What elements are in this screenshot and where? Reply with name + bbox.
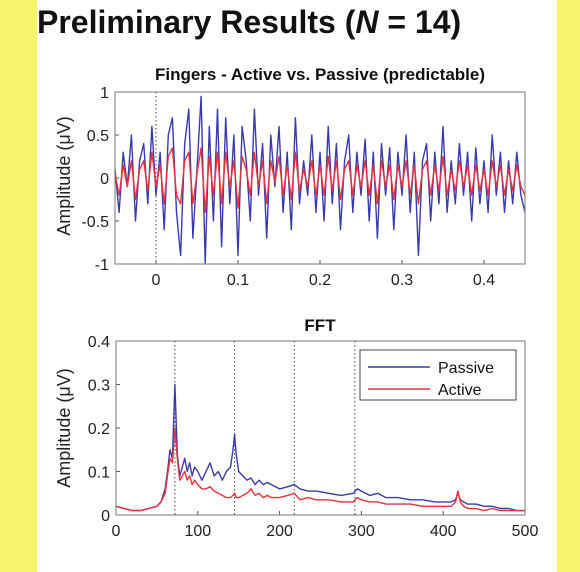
y-tick-label: -0.5: [81, 214, 109, 231]
time-chart-series: [114, 95, 526, 264]
passive-line: [115, 383, 525, 512]
x-tick-label: 0: [112, 523, 121, 540]
fft-chart-frame: [115, 340, 526, 516]
x-tick-label: 0: [152, 272, 161, 289]
fft-chart-reference-lines: [174, 341, 356, 515]
fft-chart-title: FFT: [304, 316, 336, 335]
fft-chart: FFT Amplitude (μV) 0 100 200 300 400 500 0 0.1…: [54, 316, 538, 540]
time-chart-frame: [114, 91, 526, 265]
fft-chart-ylabel: Amplitude (μV): [54, 368, 74, 487]
legend-label-passive: Passive: [438, 360, 494, 377]
y-tick-label: 0: [101, 508, 110, 525]
series-1-line: [114, 147, 526, 214]
active-line: [115, 427, 525, 512]
x-tick-label: 0.3: [391, 272, 413, 289]
y-tick-label: 1: [100, 85, 109, 102]
x-tick-label: 0.2: [309, 272, 331, 289]
time-chart-xticks: 0 0.1 0.2 0.3 0.4: [152, 260, 495, 289]
fft-chart-series: [115, 383, 525, 512]
slide-title: Preliminary Results (N = 14): [37, 4, 557, 41]
time-chart: Fingers - Active vs. Passive (predictabl…: [54, 65, 526, 289]
fft-chart-xticks: 0 100 200 300 400 500: [112, 511, 539, 540]
fft-legend-box: [359, 349, 517, 401]
y-tick-label: 0.2: [88, 421, 110, 438]
y-tick-label: 0.5: [87, 128, 109, 145]
time-chart-yticks: -1 -0.5 0 0.5 1: [81, 85, 119, 274]
y-tick-label: 0.3: [88, 378, 110, 395]
y-tick-label: 0: [100, 171, 109, 188]
series-0-line: [114, 95, 526, 264]
title-prefix: Preliminary Results (: [37, 4, 356, 40]
legend-label-active: Active: [438, 382, 482, 399]
x-tick-label: 0.1: [227, 272, 249, 289]
x-tick-label: 200: [266, 523, 293, 540]
y-tick-label: 0.4: [88, 334, 110, 351]
x-tick-label: 300: [348, 523, 375, 540]
fft-chart-yticks: 0 0.1 0.2 0.3 0.4: [88, 334, 120, 525]
y-tick-label: -1: [95, 257, 109, 274]
title-variable: N: [355, 4, 379, 40]
time-chart-ylabel: Amplitude (μV): [54, 116, 74, 235]
x-tick-label: 0.4: [473, 272, 495, 289]
title-suffix: = 14): [378, 4, 462, 40]
x-tick-label: 400: [430, 523, 457, 540]
time-chart-title: Fingers - Active vs. Passive (predictabl…: [155, 65, 485, 84]
y-tick-label: 0.1: [88, 465, 110, 482]
x-tick-label: 100: [184, 523, 211, 540]
fft-legend: Passive Active: [359, 349, 517, 401]
x-tick-label: 500: [512, 523, 539, 540]
slide-panel: Preliminary Results (N = 14): [37, 0, 557, 572]
